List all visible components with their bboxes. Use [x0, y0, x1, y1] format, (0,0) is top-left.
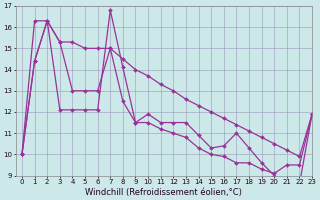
- X-axis label: Windchill (Refroidissement éolien,°C): Windchill (Refroidissement éolien,°C): [85, 188, 242, 197]
